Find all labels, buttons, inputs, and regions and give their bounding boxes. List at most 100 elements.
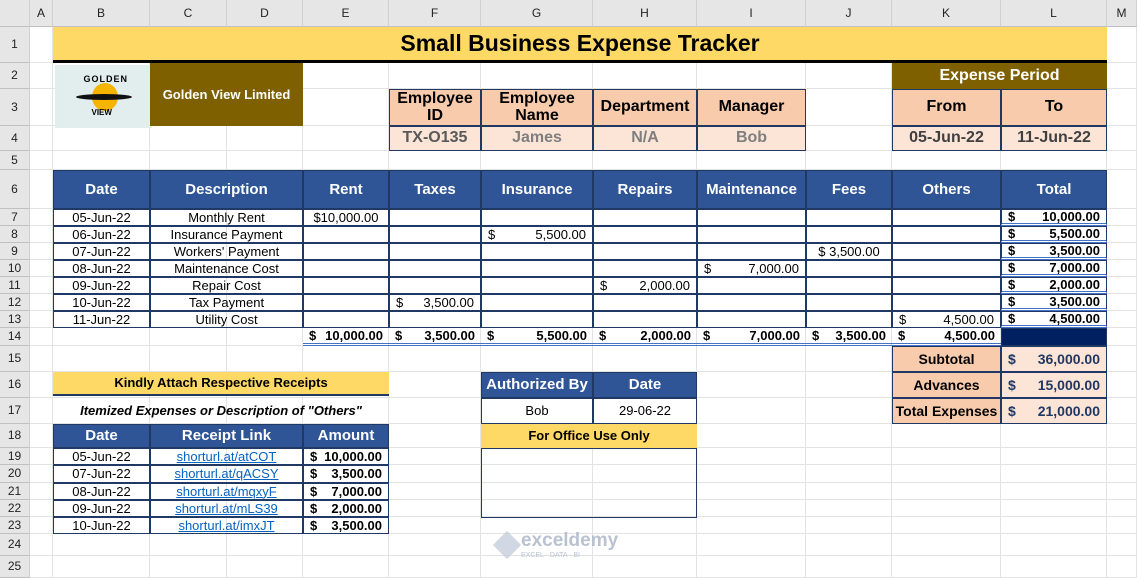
expense-cell[interactable] <box>892 260 1001 277</box>
cell[interactable] <box>303 151 389 170</box>
cell[interactable] <box>30 556 53 578</box>
cell[interactable] <box>892 483 1001 500</box>
expense-cell[interactable] <box>389 209 481 226</box>
cell[interactable] <box>1107 89 1137 126</box>
cell[interactable] <box>892 151 1001 170</box>
cell[interactable] <box>481 151 593 170</box>
expense-date[interactable]: 10-Jun-22 <box>53 294 150 311</box>
row-total[interactable]: $4,500.00 <box>1001 311 1107 328</box>
cell[interactable] <box>593 517 697 534</box>
expense-cell[interactable] <box>806 260 892 277</box>
cell[interactable] <box>303 556 389 578</box>
expense-amount[interactable]: $4,500.00 <box>892 311 1001 328</box>
column-header[interactable]: C <box>150 0 227 27</box>
cell[interactable] <box>697 556 806 578</box>
column-header[interactable]: E <box>303 0 389 27</box>
expense-cell[interactable] <box>697 243 806 260</box>
cell[interactable] <box>303 89 389 126</box>
row-header[interactable]: 11 <box>0 277 30 294</box>
cell[interactable] <box>30 209 53 226</box>
cell[interactable] <box>593 63 697 89</box>
cell[interactable] <box>53 151 150 170</box>
column-header[interactable]: F <box>389 0 481 27</box>
expense-amount[interactable]: $10,000.00 <box>303 209 389 226</box>
cell[interactable] <box>30 63 53 89</box>
expense-cell[interactable] <box>697 294 806 311</box>
cell[interactable] <box>1107 534 1137 556</box>
cell[interactable] <box>1107 465 1137 483</box>
cell[interactable] <box>1107 556 1137 578</box>
row-header[interactable]: 2 <box>0 63 30 89</box>
expense-cell[interactable] <box>389 311 481 328</box>
cell[interactable] <box>481 448 593 465</box>
expense-cell[interactable] <box>697 226 806 243</box>
expense-description[interactable]: Repair Cost <box>150 277 303 294</box>
cell[interactable] <box>1107 243 1137 260</box>
row-header[interactable]: 1 <box>0 27 30 63</box>
expense-cell[interactable] <box>593 294 697 311</box>
row-header[interactable]: 24 <box>0 534 30 556</box>
expense-date[interactable]: 09-Jun-22 <box>53 277 150 294</box>
cell[interactable] <box>1001 556 1107 578</box>
column-header[interactable]: B <box>53 0 150 27</box>
cell[interactable] <box>806 448 892 465</box>
cell[interactable] <box>30 500 53 517</box>
cell[interactable] <box>892 448 1001 465</box>
cell[interactable] <box>53 126 150 151</box>
cell[interactable] <box>150 328 227 346</box>
expense-description[interactable]: Maintenance Cost <box>150 260 303 277</box>
cell[interactable] <box>892 424 1001 448</box>
expense-cell[interactable] <box>593 260 697 277</box>
column-header[interactable]: G <box>481 0 593 27</box>
expense-cell[interactable] <box>389 226 481 243</box>
cell[interactable] <box>1107 170 1137 209</box>
row-header[interactable]: 23 <box>0 517 30 534</box>
receipt-amount[interactable]: $3,500.00 <box>303 465 389 483</box>
cell[interactable] <box>30 328 53 346</box>
cell[interactable] <box>1001 517 1107 534</box>
cell[interactable] <box>806 556 892 578</box>
expense-cell[interactable] <box>892 209 1001 226</box>
cell[interactable] <box>806 63 892 89</box>
cell[interactable] <box>227 151 303 170</box>
expense-cell[interactable] <box>806 209 892 226</box>
column-total[interactable]: $5,500.00 <box>481 328 593 346</box>
row-header[interactable]: 8 <box>0 226 30 243</box>
cell[interactable] <box>1107 27 1137 63</box>
cell[interactable] <box>697 517 806 534</box>
cell[interactable] <box>30 483 53 500</box>
cell[interactable] <box>697 151 806 170</box>
receipt-amount[interactable]: $2,000.00 <box>303 500 389 517</box>
cell[interactable] <box>30 424 53 448</box>
cell[interactable] <box>53 534 150 556</box>
from-date[interactable]: 05-Jun-22 <box>892 126 1001 151</box>
cell[interactable] <box>806 346 892 372</box>
cell[interactable] <box>806 126 892 151</box>
row-header[interactable]: 9 <box>0 243 30 260</box>
row-header[interactable]: 6 <box>0 170 30 209</box>
row-total[interactable]: $10,000.00 <box>1001 209 1107 226</box>
cell[interactable] <box>303 534 389 556</box>
expense-date[interactable]: 06-Jun-22 <box>53 226 150 243</box>
expense-cell[interactable] <box>303 226 389 243</box>
cell[interactable] <box>389 398 481 424</box>
cell[interactable] <box>1107 151 1137 170</box>
cell[interactable] <box>389 151 481 170</box>
cell[interactable] <box>389 465 481 483</box>
cell[interactable] <box>806 151 892 170</box>
column-header[interactable]: A <box>30 0 53 27</box>
row-total[interactable]: $3,500.00 <box>1001 294 1107 311</box>
cell[interactable] <box>389 424 481 448</box>
expense-cell[interactable] <box>806 226 892 243</box>
receipt-amount[interactable]: $10,000.00 <box>303 448 389 465</box>
grand-total-cell[interactable] <box>1001 328 1107 346</box>
cell[interactable] <box>481 465 593 483</box>
cell[interactable] <box>30 151 53 170</box>
cell[interactable] <box>1107 346 1137 372</box>
cell[interactable] <box>389 534 481 556</box>
expense-cell[interactable] <box>593 226 697 243</box>
row-header[interactable]: 5 <box>0 151 30 170</box>
cell[interactable] <box>697 346 806 372</box>
cell[interactable] <box>150 151 227 170</box>
cell[interactable] <box>30 126 53 151</box>
